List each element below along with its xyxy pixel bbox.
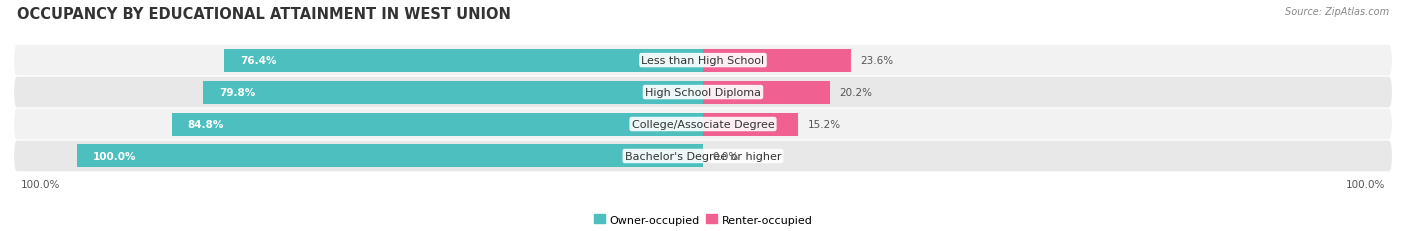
- FancyBboxPatch shape: [14, 109, 1392, 140]
- Bar: [172, 113, 703, 136]
- FancyBboxPatch shape: [14, 77, 1392, 108]
- Text: 84.8%: 84.8%: [187, 119, 224, 129]
- Text: 76.4%: 76.4%: [240, 56, 277, 66]
- Bar: [77, 145, 703, 168]
- Text: 23.6%: 23.6%: [860, 56, 893, 66]
- Text: Bachelor's Degree or higher: Bachelor's Degree or higher: [624, 151, 782, 161]
- Bar: [703, 49, 851, 72]
- Text: 15.2%: 15.2%: [807, 119, 841, 129]
- FancyBboxPatch shape: [14, 141, 1392, 172]
- Text: 100.0%: 100.0%: [1347, 179, 1386, 189]
- Text: Less than High School: Less than High School: [641, 56, 765, 66]
- Bar: [225, 49, 703, 72]
- FancyBboxPatch shape: [14, 46, 1392, 76]
- Legend: Owner-occupied, Renter-occupied: Owner-occupied, Renter-occupied: [589, 210, 817, 229]
- Text: 0.0%: 0.0%: [713, 151, 738, 161]
- Text: 100.0%: 100.0%: [93, 151, 136, 161]
- Text: 20.2%: 20.2%: [839, 88, 872, 98]
- Text: College/Associate Degree: College/Associate Degree: [631, 119, 775, 129]
- Text: 79.8%: 79.8%: [219, 88, 254, 98]
- Bar: [703, 113, 799, 136]
- Text: OCCUPANCY BY EDUCATIONAL ATTAINMENT IN WEST UNION: OCCUPANCY BY EDUCATIONAL ATTAINMENT IN W…: [17, 7, 510, 22]
- Text: 100.0%: 100.0%: [20, 179, 59, 189]
- Text: High School Diploma: High School Diploma: [645, 88, 761, 98]
- Bar: [703, 81, 830, 104]
- Text: Source: ZipAtlas.com: Source: ZipAtlas.com: [1285, 7, 1389, 17]
- Bar: [204, 81, 703, 104]
